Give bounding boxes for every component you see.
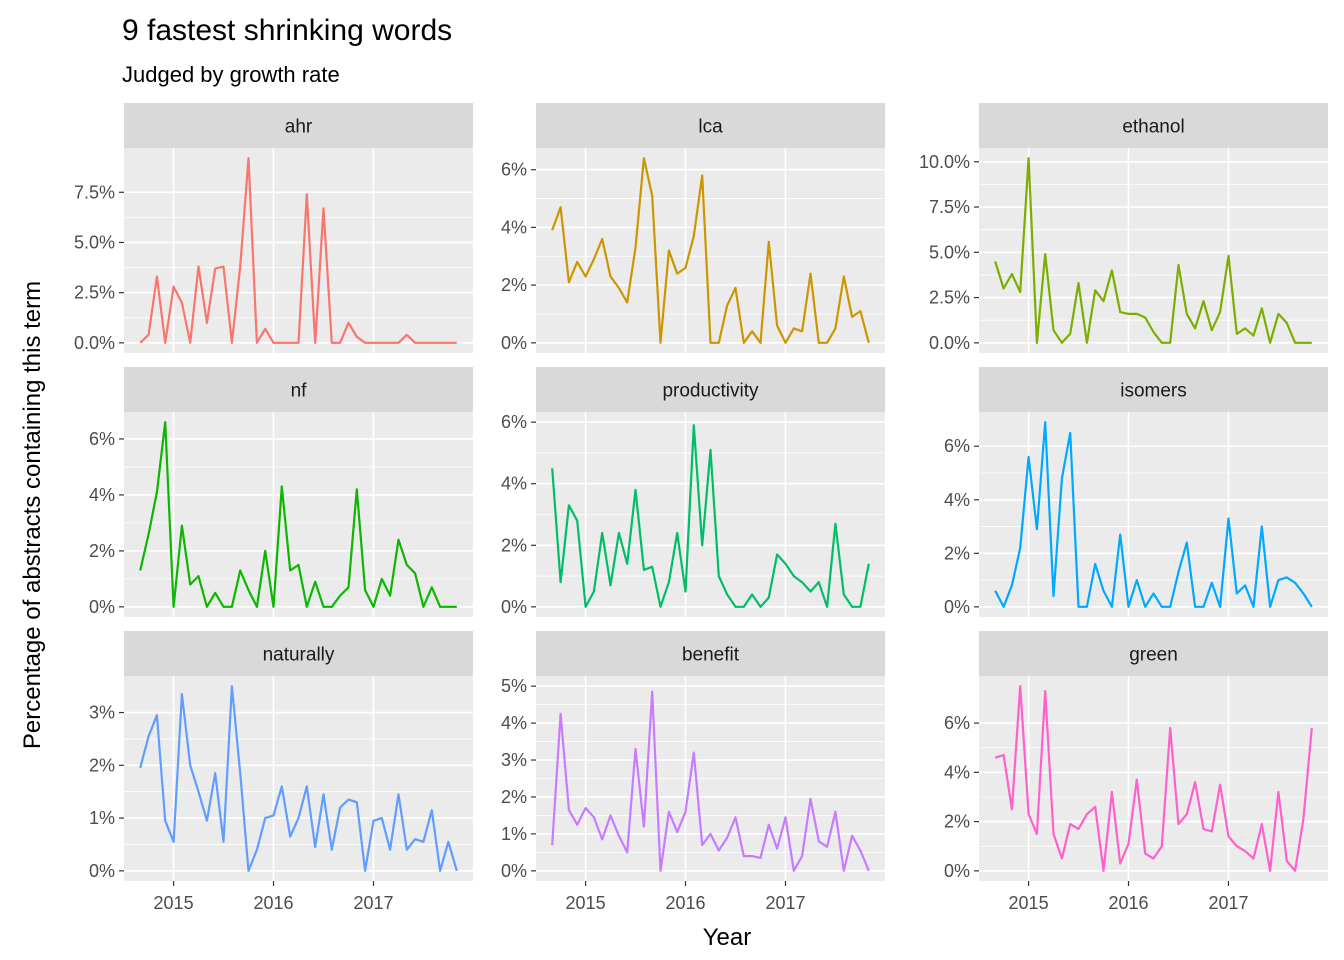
- y-tick-label: 3%: [501, 750, 527, 770]
- y-tick-label: 4%: [501, 474, 527, 494]
- facet-label: isomers: [1120, 381, 1187, 402]
- series-line-isomers: [994, 421, 1313, 608]
- y-tick-label: 1%: [501, 824, 527, 844]
- chart-title: 9 fastest shrinking words: [122, 14, 452, 47]
- y-tick-label: 4%: [89, 485, 115, 505]
- y-tick-label: 2.5%: [929, 288, 970, 308]
- y-tick-label: 4%: [944, 490, 970, 510]
- y-tick-label: 5.0%: [74, 232, 115, 252]
- facet-strip: [124, 367, 473, 412]
- facet-panel-productivity: productivity 0% 2% 4% 6%: [501, 367, 885, 617]
- series-line-nf: [139, 421, 457, 608]
- y-tick-label: 6%: [501, 412, 527, 432]
- panel-background: [124, 676, 473, 881]
- x-tick-label: 2017: [1208, 893, 1248, 913]
- y-tick-label: 2%: [89, 541, 115, 561]
- facet-panel-green: green 0% 2% 4% 6% 2015 2016 2017: [944, 631, 1328, 913]
- facet-strip: [124, 631, 473, 676]
- series-line-green: [994, 685, 1313, 872]
- facet-panel-isomers: isomers 0% 2% 4% 6%: [944, 367, 1328, 617]
- series-line-lca: [551, 157, 870, 344]
- facet-strip: [979, 631, 1328, 676]
- y-tick-label: 3%: [89, 703, 115, 723]
- y-axis-title: Percentage of abstracts containing this …: [19, 281, 46, 749]
- facet-panel-lca: lca 0% 2% 4% 6%: [501, 103, 885, 353]
- x-tick-label: 2017: [353, 893, 393, 913]
- panel-background: [124, 148, 473, 353]
- series-line-benefit: [551, 690, 870, 872]
- facet-label: ethanol: [1122, 117, 1184, 138]
- facet-strip: [124, 103, 473, 148]
- y-tick-label: 10.0%: [919, 152, 970, 172]
- series-line-ahr: [139, 157, 457, 344]
- y-tick-label: 2%: [944, 812, 970, 832]
- y-tick-label: 2%: [501, 787, 527, 807]
- facet-label: ahr: [285, 117, 313, 138]
- y-tick-label: 4%: [501, 217, 527, 237]
- y-tick-label: 0.0%: [74, 333, 115, 353]
- facet-label: naturally: [263, 645, 335, 666]
- y-tick-label: 2.5%: [74, 283, 115, 303]
- y-tick-label: 6%: [944, 436, 970, 456]
- x-tick-label: 2016: [1108, 893, 1148, 913]
- y-tick-label: 0%: [944, 597, 970, 617]
- facet-panel-nf: nf 0% 2% 4% 6%: [89, 367, 473, 617]
- facet-label: green: [1129, 645, 1178, 666]
- y-tick-label: 5%: [501, 676, 527, 696]
- x-axis-title: Year: [703, 924, 752, 951]
- x-tick-label: 2017: [765, 893, 805, 913]
- facet-strip: [536, 367, 885, 412]
- facet-label: productivity: [662, 381, 759, 402]
- y-tick-label: 7.5%: [74, 182, 115, 202]
- y-tick-label: 7.5%: [929, 197, 970, 217]
- chart-subtitle: Judged by growth rate: [122, 62, 340, 87]
- y-tick-label: 4%: [944, 762, 970, 782]
- facet-strip: [536, 631, 885, 676]
- y-tick-label: 5.0%: [929, 242, 970, 262]
- panel-background: [536, 148, 885, 353]
- x-tick-label: 2015: [566, 893, 606, 913]
- y-tick-label: 6%: [944, 713, 970, 733]
- y-tick-label: 2%: [89, 755, 115, 775]
- facet-strip: [536, 103, 885, 148]
- series-line-productivity: [551, 424, 870, 608]
- facet-panel-ethanol: ethanol 0.0% 2.5% 5.0% 7.5% 10.0%: [919, 103, 1328, 353]
- facet-label: lca: [698, 117, 723, 138]
- y-tick-label: 2%: [501, 535, 527, 555]
- panel-background: [124, 412, 473, 617]
- y-tick-label: 6%: [89, 429, 115, 449]
- panel-background: [979, 148, 1328, 353]
- y-tick-label: 4%: [501, 713, 527, 733]
- panel-background: [979, 676, 1328, 881]
- y-tick-label: 6%: [501, 160, 527, 180]
- facet-strip: [979, 103, 1328, 148]
- facet-label: nf: [291, 381, 308, 402]
- x-tick-label: 2015: [154, 893, 194, 913]
- facet-panels: ahr 0.0% 2.5% 5.0% 7.5% lca 0% 2% 4% 6% ethanol 0.0…: [74, 103, 1328, 913]
- y-tick-label: 2%: [944, 543, 970, 563]
- x-tick-label: 2015: [1009, 893, 1049, 913]
- y-tick-label: 0%: [501, 333, 527, 353]
- facet-panel-ahr: ahr 0.0% 2.5% 5.0% 7.5%: [74, 103, 473, 353]
- y-tick-label: 0%: [944, 861, 970, 881]
- facet-strip: [979, 367, 1328, 412]
- y-tick-label: 1%: [89, 808, 115, 828]
- y-tick-label: 0%: [501, 861, 527, 881]
- x-tick-label: 2016: [665, 893, 705, 913]
- facet-label: benefit: [682, 645, 740, 666]
- y-tick-label: 0%: [89, 861, 115, 881]
- series-line-naturally: [139, 685, 458, 872]
- facet-panel-benefit: benefit 0% 1% 2% 3% 4% 5% 2015 2016 2017: [501, 631, 885, 913]
- facet-panel-naturally: naturally 0% 1% 2% 3% 2015 2016 2017: [89, 631, 473, 913]
- series-line-ethanol: [994, 157, 1312, 344]
- y-tick-label: 0%: [89, 597, 115, 617]
- y-tick-label: 2%: [501, 275, 527, 295]
- y-tick-label: 0.0%: [929, 333, 970, 353]
- y-tick-label: 0%: [501, 597, 527, 617]
- x-tick-label: 2016: [253, 893, 293, 913]
